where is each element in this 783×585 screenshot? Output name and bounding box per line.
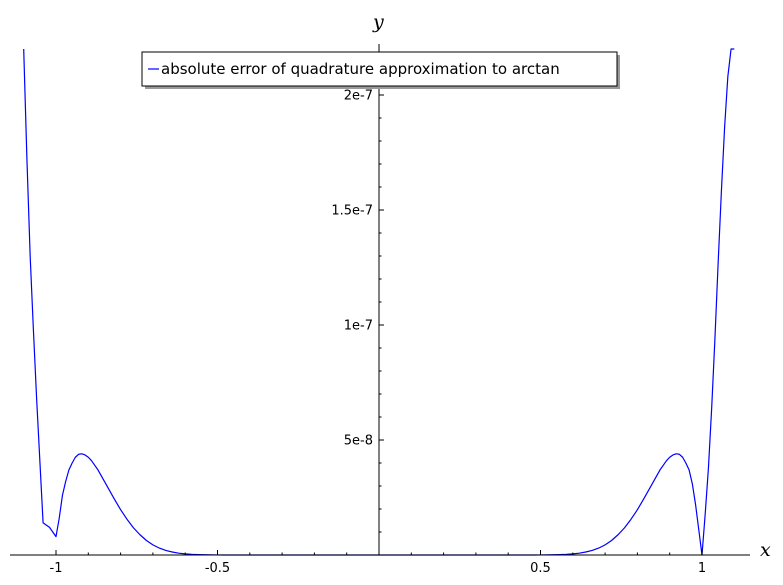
y-axis-label: y — [372, 11, 384, 33]
x-tick-label: 1 — [698, 561, 706, 576]
legend: absolute error of quadrature approximati… — [141, 51, 620, 89]
minor-ticks — [87, 71, 671, 555]
legend-label: absolute error of quadrature approximati… — [161, 60, 560, 78]
y-tick-label: 1e-7 — [344, 319, 373, 334]
y-tick-label: 1.5e-7 — [331, 204, 373, 219]
axes: -1 -0.5 0.5 1 5e-8 1e-7 1.5e-7 2e-7 x y — [10, 11, 771, 576]
x-tick-label: -0.5 — [205, 561, 230, 576]
x-axis-label: x — [760, 539, 771, 561]
major-ticks — [55, 94, 703, 555]
legend-box — [141, 51, 618, 87]
y-tick-label: 2e-7 — [344, 89, 373, 104]
tick-labels: -1 -0.5 0.5 1 5e-8 1e-7 1.5e-7 2e-7 — [50, 89, 707, 577]
x-tick-label: 0.5 — [530, 561, 551, 576]
y-tick-label: 5e-8 — [344, 434, 373, 449]
x-tick-label: -1 — [50, 561, 63, 576]
